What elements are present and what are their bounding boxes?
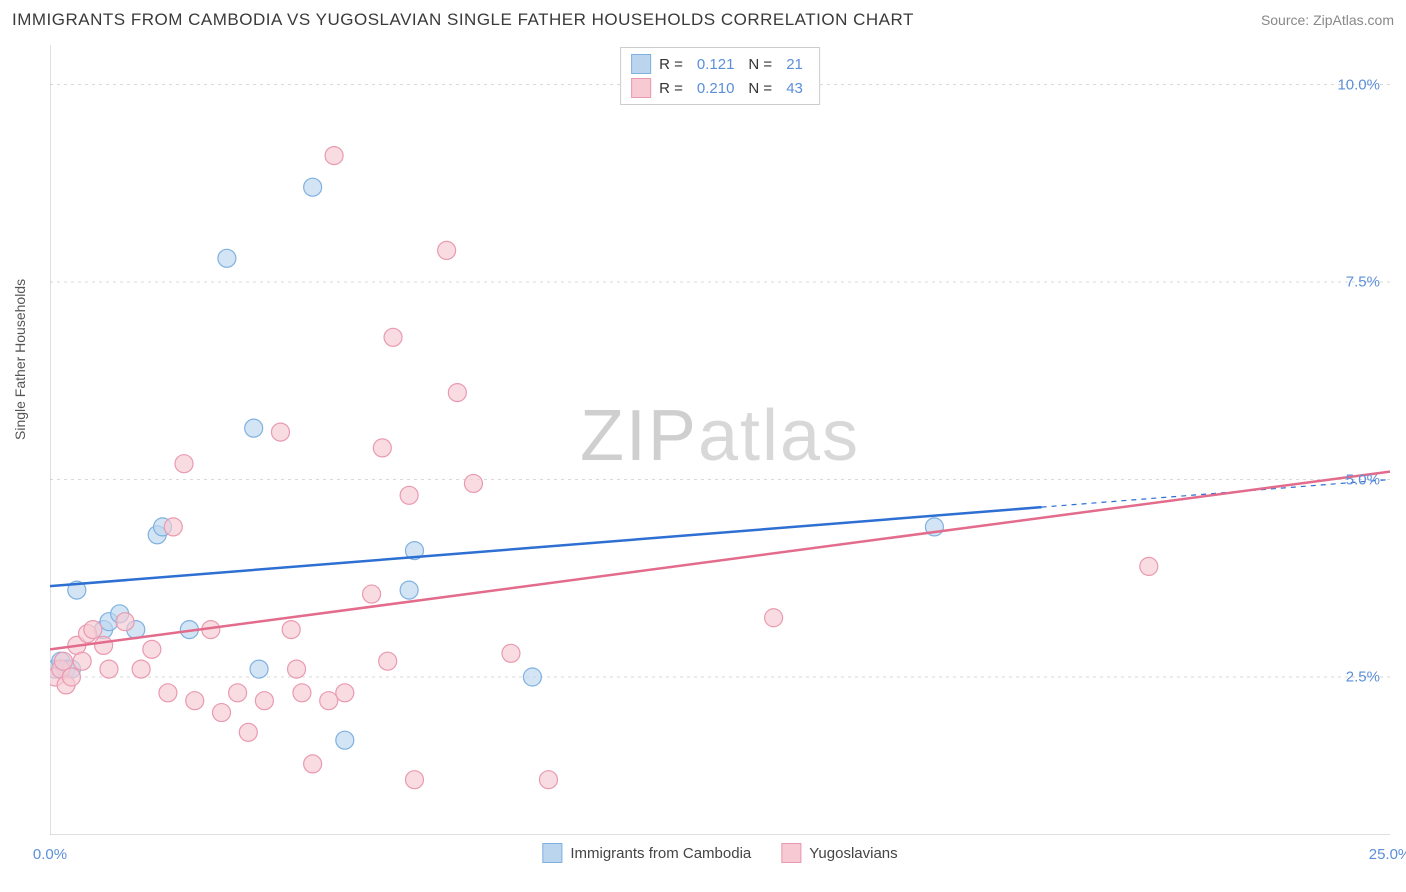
r-value: 0.121 [691,56,741,73]
chart-source: Source: ZipAtlas.com [1261,12,1394,28]
legend-correlation-row: R = 0.210 N = 43 [631,76,809,100]
x-tick-label: 0.0% [33,846,67,863]
legend-swatch [542,843,562,863]
r-value: 0.210 [691,80,741,97]
legend-swatch [631,78,651,98]
legend-series-label: Yugoslavians [809,845,897,862]
y-tick-label: 7.5% [1346,274,1380,291]
source-value: ZipAtlas.com [1313,12,1394,28]
chart-header: IMMIGRANTS FROM CAMBODIA VS YUGOSLAVIAN … [12,10,1394,30]
chart-title: IMMIGRANTS FROM CAMBODIA VS YUGOSLAVIAN … [12,10,914,30]
legend-correlation: R = 0.121 N = 21 R = 0.210 N = 43 [620,47,820,105]
y-tick-label: 10.0% [1337,76,1380,93]
legend-series-item: Yugoslavians [781,843,897,863]
y-tick-label: 2.5% [1346,669,1380,686]
x-tick-label: 25.0% [1369,846,1406,863]
n-label: N = [748,80,772,97]
legend-series-label: Immigrants from Cambodia [570,845,751,862]
y-axis-label: Single Father Households [12,279,28,440]
legend-series-item: Immigrants from Cambodia [542,843,751,863]
n-value: 43 [780,80,809,97]
legend-series: Immigrants from Cambodia Yugoslavians [542,843,897,863]
legend-correlation-row: R = 0.121 N = 21 [631,52,809,76]
n-value: 21 [780,56,809,73]
chart-plot-area: ZIPatlas R = 0.121 N = 21 R = 0.210 N = … [50,45,1390,835]
r-label: R = [659,80,683,97]
legend-swatch [781,843,801,863]
r-label: R = [659,56,683,73]
chart-svg [50,45,1390,835]
source-label: Source: [1261,12,1309,28]
n-label: N = [748,56,772,73]
legend-swatch [631,54,651,74]
y-tick-label: 5.0% [1346,471,1380,488]
